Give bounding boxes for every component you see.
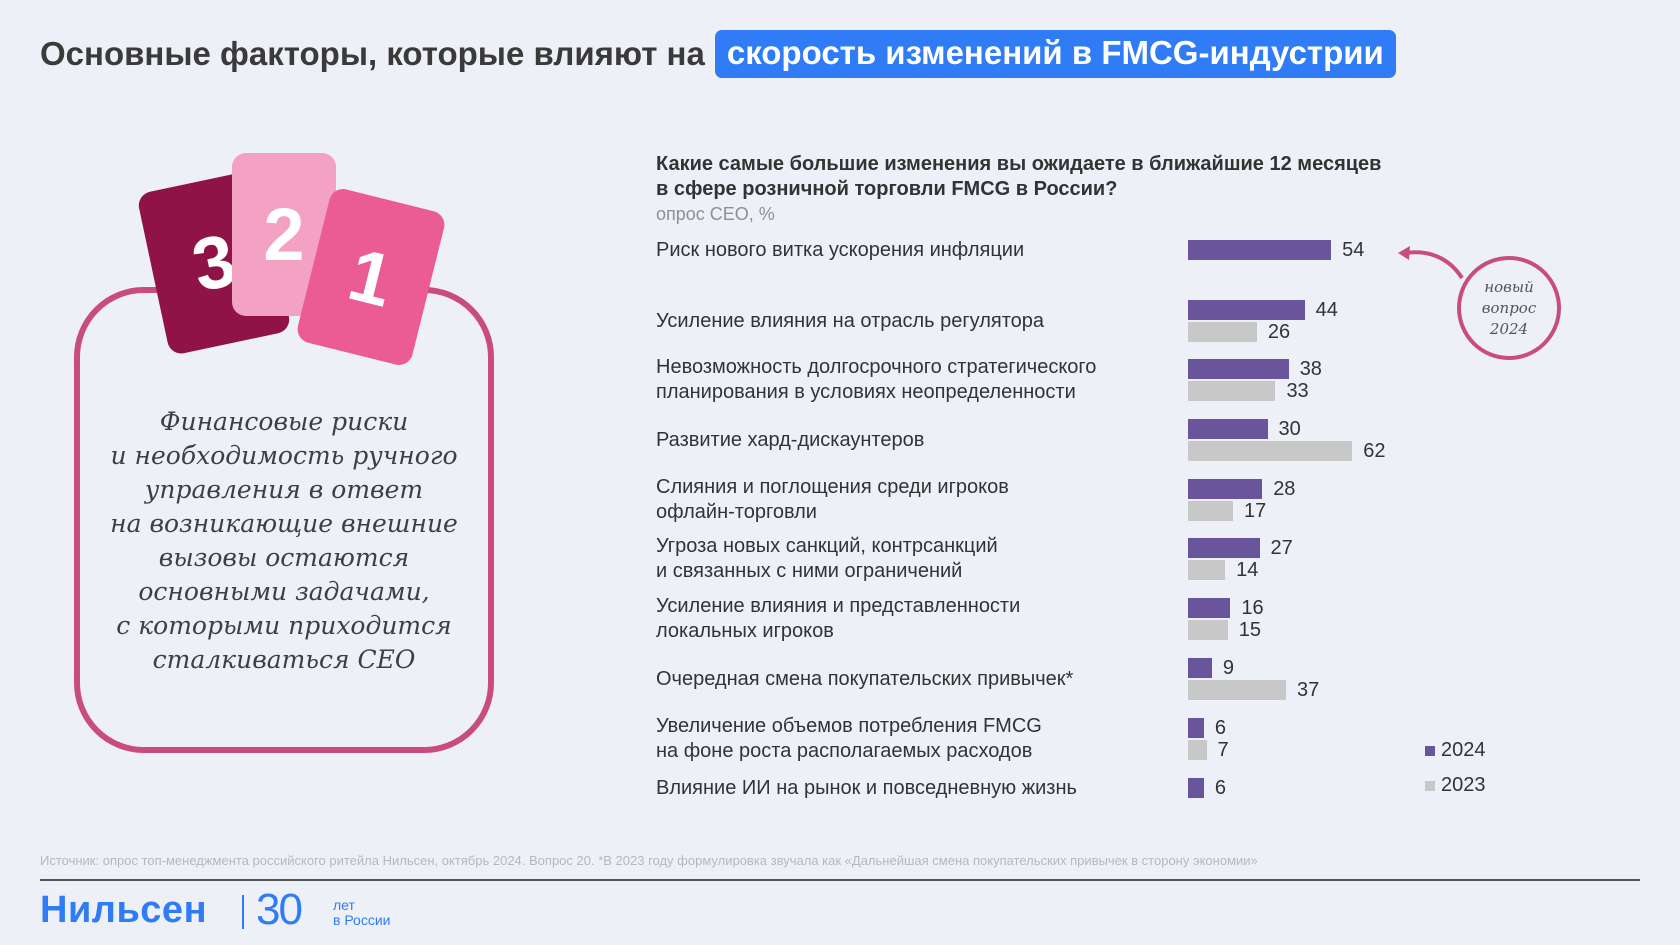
category-label-line: офлайн-торговли bbox=[656, 501, 817, 523]
bar-2023 bbox=[1188, 322, 1257, 342]
category-label-line: Усиление влияния на отрасль регулятора bbox=[656, 309, 1045, 332]
bar-2024 bbox=[1188, 718, 1204, 738]
card-1-label: 1 bbox=[340, 231, 402, 323]
data-label-2024: 54 bbox=[1342, 239, 1365, 261]
bar-2023 bbox=[1188, 441, 1353, 461]
data-label-2023: 7 bbox=[1217, 739, 1229, 761]
quote-line: Финансовые риски bbox=[159, 407, 409, 436]
new-question-badge: новый вопрос 2024 bbox=[1457, 256, 1561, 360]
bar-2024 bbox=[1188, 419, 1268, 439]
data-label-2024: 6 bbox=[1214, 717, 1227, 739]
bar-2023 bbox=[1188, 381, 1276, 401]
category-label-line: планирования в условиях неопределенности bbox=[656, 381, 1076, 403]
data-label-2024: 16 bbox=[1241, 597, 1264, 619]
bar-2024 bbox=[1188, 240, 1332, 260]
data-label-2023: 14 bbox=[1236, 559, 1259, 581]
quote-line: сталкиваться CEO bbox=[152, 645, 416, 674]
category-label: Слияния и поглощения среди игроков офлайн… bbox=[656, 475, 1176, 525]
category-label: Влияние ИИ на рынок и повседневную жизнь bbox=[656, 776, 1176, 801]
category-label: Усиление влияния и представленности локал… bbox=[656, 594, 1176, 644]
badge-line: 2024 bbox=[1489, 319, 1529, 338]
footer-divider bbox=[40, 879, 1640, 881]
data-label-2024: 9 bbox=[1222, 657, 1234, 679]
bar-2024 bbox=[1188, 300, 1305, 320]
category-label: Развитие хард-дискаунтеров bbox=[656, 428, 1176, 453]
quote-line: с которыми приходится bbox=[116, 611, 452, 640]
page-title: Основные факторы, которые влияют на скор… bbox=[40, 30, 1396, 78]
data-label-2023: 37 bbox=[1297, 679, 1320, 701]
legend-swatch-2023 bbox=[1425, 780, 1435, 791]
category-label-line: Влияние ИИ на рынок и повседневную жизнь bbox=[656, 776, 1077, 799]
quote-line: основными задачами, bbox=[138, 577, 430, 606]
card-2-label: 2 bbox=[263, 193, 305, 276]
quote-text: Финансовые риски и необходимость ручного… bbox=[74, 405, 494, 677]
legend-item-2023: 2023 bbox=[1425, 774, 1486, 797]
title-plain: Основные факторы, которые влияют на bbox=[40, 35, 705, 72]
quote-line: вызовы остаются bbox=[158, 543, 410, 572]
data-label-2023: 26 bbox=[1267, 321, 1291, 343]
category-label-line: на фоне роста располагаемых расходов bbox=[656, 740, 1033, 762]
bar-2023 bbox=[1188, 560, 1226, 580]
category-label: Угроза новых санкций, контрсанкций и связ… bbox=[656, 534, 1176, 584]
data-label-2024: 6 bbox=[1214, 777, 1227, 799]
data-label-2024: 27 bbox=[1270, 537, 1293, 559]
category-label-line: и связанных с ними ограничений bbox=[656, 560, 963, 582]
title-highlight: скорость изменений в FMCG-индустрии bbox=[714, 30, 1396, 78]
category-label: Риск нового витка ускорения инфляции bbox=[656, 238, 1176, 263]
bar-2023 bbox=[1188, 501, 1234, 521]
bar-2024 bbox=[1188, 778, 1204, 798]
category-label-line: локальных игроков bbox=[656, 620, 834, 642]
data-label-2023: 62 bbox=[1363, 440, 1386, 462]
chart-title-line: в сфере розничной торговли FMCG в России… bbox=[656, 178, 1118, 200]
brand-logo: Нильсен bbox=[40, 889, 208, 931]
legend-item-2024: 2024 bbox=[1425, 739, 1486, 762]
bar-2024 bbox=[1188, 658, 1212, 678]
badge-line: новый bbox=[1484, 277, 1534, 296]
category-label: Усиление влияния на отрасль регулятора bbox=[656, 309, 1176, 334]
data-label-2023: 33 bbox=[1286, 380, 1309, 402]
legend-swatch-2024 bbox=[1425, 745, 1435, 756]
badge-line: вопрос bbox=[1481, 298, 1537, 317]
brand-separator bbox=[242, 895, 244, 929]
category-label-line: Увеличение объемов потребления FMCG bbox=[656, 715, 1042, 737]
bar-2024 bbox=[1188, 359, 1289, 379]
category-label-line: Невозможность долгосрочного стратегическ… bbox=[656, 356, 1097, 378]
quote-line: и необходимость ручного bbox=[110, 441, 458, 470]
data-label-2024: 30 bbox=[1278, 418, 1301, 440]
anniversary-number: 30 bbox=[256, 885, 303, 934]
arrow-icon bbox=[1398, 246, 1464, 280]
bar-2023 bbox=[1188, 620, 1228, 640]
card-2: 2 bbox=[232, 153, 336, 316]
chart-title-line: Какие самые большие изменения вы ожидает… bbox=[656, 153, 1382, 175]
chart-title: Какие самые большие изменения вы ожидает… bbox=[656, 152, 1381, 202]
bar-2023 bbox=[1188, 680, 1287, 700]
category-label: Невозможность долгосрочного стратегическ… bbox=[656, 355, 1176, 405]
anniversary-caption-line: лет bbox=[333, 897, 355, 913]
bar-2023 bbox=[1188, 740, 1207, 760]
anniversary-caption-line: в России bbox=[333, 912, 391, 928]
quote-line: на возникающие внешние bbox=[110, 509, 458, 538]
category-label: Очередная смена покупательских привычек* bbox=[656, 667, 1176, 692]
category-label: Увеличение объемов потребления FMCG на фо… bbox=[656, 714, 1176, 764]
anniversary-caption: лет в России bbox=[333, 898, 390, 928]
data-label-2024: 28 bbox=[1273, 478, 1296, 500]
bar-2024 bbox=[1188, 598, 1231, 618]
data-label-2024: 44 bbox=[1315, 299, 1338, 321]
category-label-line: Очередная смена покупательских привычек* bbox=[656, 667, 1074, 690]
category-label-line: Риск нового витка ускорения инфляции bbox=[656, 238, 1025, 261]
category-label-line: Угроза новых санкций, контрсанкций bbox=[656, 535, 998, 557]
chart-subtitle: опрос CEO, % bbox=[656, 204, 775, 224]
source-note: Источник: опрос топ-менеджмента российск… bbox=[40, 853, 1258, 868]
bar-2024 bbox=[1188, 538, 1260, 558]
data-label-2023: 15 bbox=[1238, 619, 1261, 641]
bar-2024 bbox=[1188, 479, 1263, 499]
data-label-2023: 17 bbox=[1244, 500, 1267, 522]
category-label-line: Развитие хард-дискаунтеров bbox=[656, 428, 925, 451]
data-label-2024: 38 bbox=[1299, 358, 1322, 380]
legend-label-2023: 2023 bbox=[1441, 774, 1486, 796]
category-label-line: Усиление влияния и представленности bbox=[656, 595, 1021, 617]
category-label-line: Слияния и поглощения среди игроков bbox=[656, 476, 1009, 498]
quote-line: управления в ответ bbox=[144, 475, 424, 504]
legend-label-2024: 2024 bbox=[1441, 739, 1486, 761]
